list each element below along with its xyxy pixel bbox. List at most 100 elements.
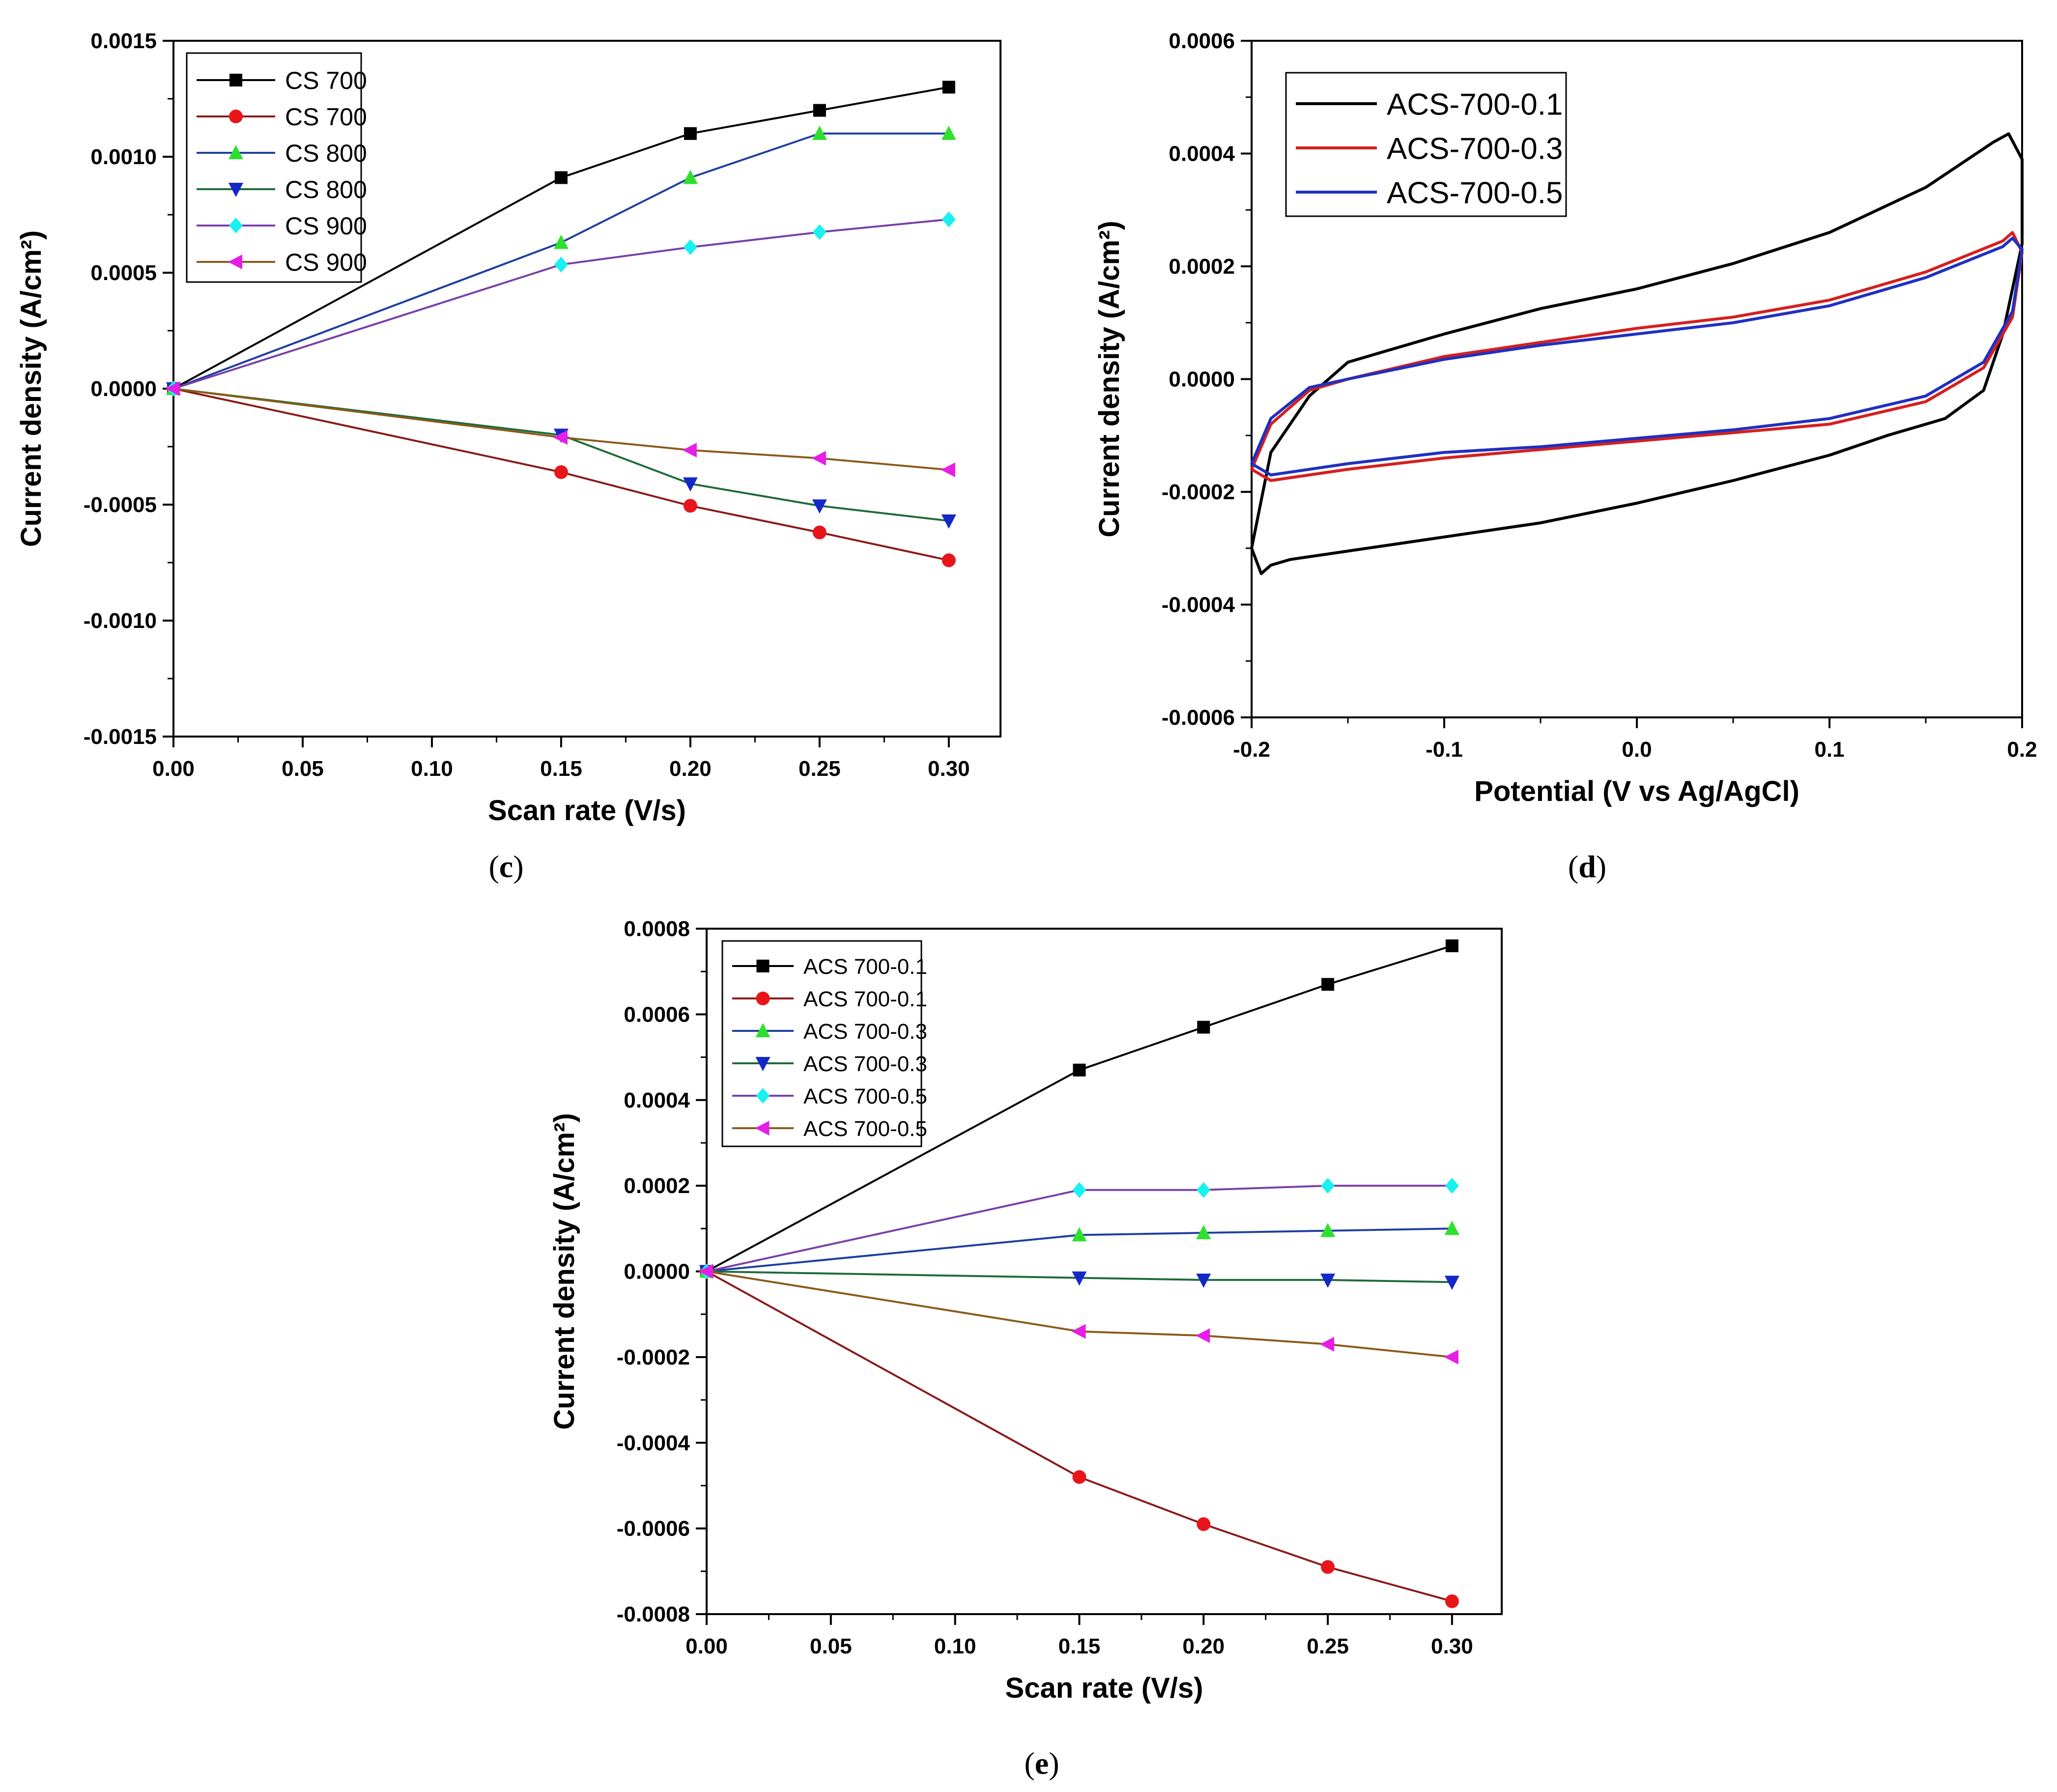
data-point: [684, 127, 697, 140]
data-point: [1196, 1273, 1211, 1288]
legend: CS 700 CS 700 CS 800 CS 800 CS 900 CS 900: [186, 52, 367, 283]
data-point: [1196, 1328, 1210, 1343]
panel-c: 0.00 0.05 0.10 0.15 0.20 0.25 0.30-0.0015-0.00…: [15, 29, 1001, 884]
data-point: [699, 1264, 713, 1279]
data-point: [942, 81, 955, 94]
data-point: [1444, 1221, 1459, 1235]
data-point: [812, 224, 827, 240]
data-point: [1321, 1178, 1335, 1194]
y-tick-label: 0.0004: [1169, 142, 1235, 166]
legend-marker: [755, 1023, 771, 1037]
y-tick-label: -0.0002: [617, 1345, 690, 1369]
legend-marker: [756, 992, 770, 1005]
legend-label: ACS 700-0.5: [803, 1117, 927, 1141]
legend-marker: [229, 74, 242, 86]
legend-label: CS 700: [285, 103, 367, 131]
y-axis: -0.0006 -0.0004 -0.0002 0.0000 0.0002 0.0004 0…: [1162, 29, 1252, 730]
series-group: [699, 939, 1459, 1608]
legend-label: CS 900: [285, 249, 367, 276]
data-point: [1197, 1182, 1211, 1198]
y-axis-title: Current density (A/cm²): [15, 230, 47, 547]
data-point: [1320, 1223, 1336, 1237]
data-point: [812, 499, 827, 514]
data-point: [812, 525, 827, 540]
panel-e: 0.00 0.05 0.10 0.15 0.20 0.25 0.30-0.0008-0.00…: [548, 917, 1503, 1781]
legend-marker: [229, 218, 243, 233]
legend: ACS 700-0.1 ACS 700-0.1 ACS 700-0.3 ACS 700…: [721, 940, 927, 1147]
y-tick-label: 0.0010: [90, 145, 157, 169]
series-group: [1250, 132, 2024, 575]
legend-marker: [756, 960, 770, 972]
series-group: [166, 81, 956, 568]
data-point: [1072, 1470, 1086, 1484]
data-point: [941, 462, 955, 478]
x-tick-label: 0.05: [810, 1634, 852, 1658]
x-tick-label: 0.25: [1307, 1634, 1349, 1658]
legend-marker: [755, 1121, 770, 1136]
panel-label-open: (: [488, 849, 499, 884]
data-point: [553, 430, 568, 445]
legend-label: CS 700: [285, 67, 367, 94]
y-tick-label: -0.0008: [617, 1602, 690, 1626]
y-tick-label: 0.0005: [90, 261, 157, 285]
panel-d: -0.2 -0.1 0.0 0.1 0.2 -0.0006 -0.0004 -0.0002 0.…: [1093, 29, 2037, 884]
y-tick-label: 0.0000: [1169, 368, 1235, 392]
x-tick-label: 0.00: [152, 757, 195, 781]
legend-label: CS 800: [285, 140, 367, 167]
y-tick-label: -0.0002: [1162, 480, 1235, 504]
x-tick-label: 0.05: [282, 757, 324, 781]
panel-label: (e): [1024, 1746, 1059, 1781]
legend-label: CS 900: [285, 212, 367, 240]
data-point: [1321, 1560, 1335, 1574]
data-point: [1072, 1227, 1087, 1242]
x-tick-label: 0.10: [411, 757, 453, 781]
data-point: [683, 499, 697, 513]
y-tick-label: -0.0006: [1162, 706, 1235, 730]
data-point: [1321, 978, 1335, 991]
x-tick-label: 0.15: [540, 757, 582, 781]
legend-marker: [229, 110, 243, 123]
y-axis-title: Current density (A/cm²): [548, 1113, 580, 1430]
legend-marker: [229, 183, 243, 197]
panel-label-close: ): [513, 849, 523, 884]
data-point: [1197, 1021, 1210, 1034]
x-axis: 0.00 0.05 0.10 0.15 0.20 0.25 0.30: [686, 1614, 1473, 1658]
y-axis-title: Current density (A/cm²): [1093, 221, 1125, 538]
legend: ACS-700-0.1 ACS-700-0.3 ACS-700-0.5: [1285, 72, 1567, 217]
legend-label: ACS 700-0.1: [803, 955, 927, 979]
data-point: [1196, 1225, 1211, 1240]
x-tick-label: 0.10: [934, 1634, 976, 1658]
legend-label: ACS 700-0.1: [803, 987, 927, 1011]
data-point: [811, 451, 826, 466]
data-point: [683, 170, 698, 184]
panel-label: (d): [1568, 849, 1606, 884]
panel-label-open: (: [1024, 1746, 1034, 1781]
x-axis-title: Scan rate (V/s): [1005, 1672, 1203, 1704]
panel-label-letter: c: [499, 849, 513, 884]
y-tick-label: -0.0010: [84, 609, 157, 633]
x-tick-label: 0.20: [1182, 1634, 1225, 1658]
data-point: [1197, 1517, 1211, 1531]
y-tick-label: -0.0006: [617, 1517, 690, 1541]
legend-box: [186, 52, 362, 283]
y-tick-label: 0.0000: [624, 1260, 690, 1284]
y-axis: -0.0008 -0.0006 -0.0004 -0.0002 0.0000 0.0002…: [617, 917, 707, 1626]
y-tick-label: 0.0004: [624, 1088, 690, 1112]
y-tick-label: -0.0005: [84, 493, 157, 517]
legend-marker: [755, 1057, 771, 1071]
legend-marker: [228, 255, 242, 269]
x-tick-label: 0.00: [686, 1634, 728, 1658]
data-point: [554, 171, 568, 184]
y-tick-label: -0.0015: [84, 725, 157, 749]
x-tick-label: 0.0: [1622, 738, 1652, 762]
data-point: [554, 256, 568, 273]
x-axis-title: Scan rate (V/s): [488, 795, 686, 826]
panel-label: (c): [488, 849, 523, 884]
legend-marker: [756, 1088, 770, 1104]
y-tick-label: 0.0002: [624, 1174, 690, 1198]
x-tick-label: 0.30: [1431, 1634, 1473, 1658]
data-point: [1444, 1349, 1458, 1365]
data-point: [1444, 1276, 1459, 1290]
data-point: [1320, 1337, 1335, 1352]
